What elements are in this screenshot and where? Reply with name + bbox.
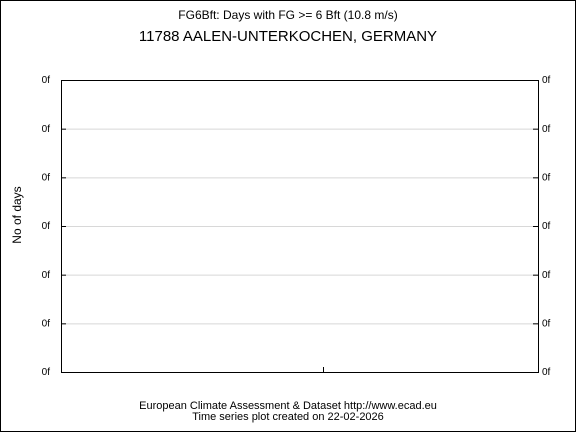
y-tick-label: 0f [42,318,51,329]
y2-tick-label: 0f [542,318,551,329]
chart-title: FG6Bft: Days with FG >= 6 Bft (10.8 m/s) [178,8,397,22]
y2-tick-label: 0f [542,270,551,281]
y2-tick-label: 0f [542,221,551,232]
y2-tick-label: 0f [542,75,551,86]
y-axis-label: No of days [10,186,24,243]
footer: Time series plot created on 22-02-2026 [192,411,384,423]
y2-tick-label: 0f [542,367,551,378]
y-tick-label: 0f [42,172,51,183]
y-tick-label: 0f [42,124,51,135]
y2-tick-label: 0f [542,172,551,183]
y-tick-label: 0f [42,270,51,281]
plot-border [61,80,539,373]
footer: European Climate Assessment & Dataset ht… [139,400,437,412]
y-tick-label: 0f [42,367,51,378]
y-tick-label: 0f [42,221,51,232]
y-tick-label: 0f [42,75,51,86]
y2-tick-label: 0f [542,124,551,135]
chart-subtitle: 11788 AALEN-UNTERKOCHEN, GERMANY [139,28,437,45]
